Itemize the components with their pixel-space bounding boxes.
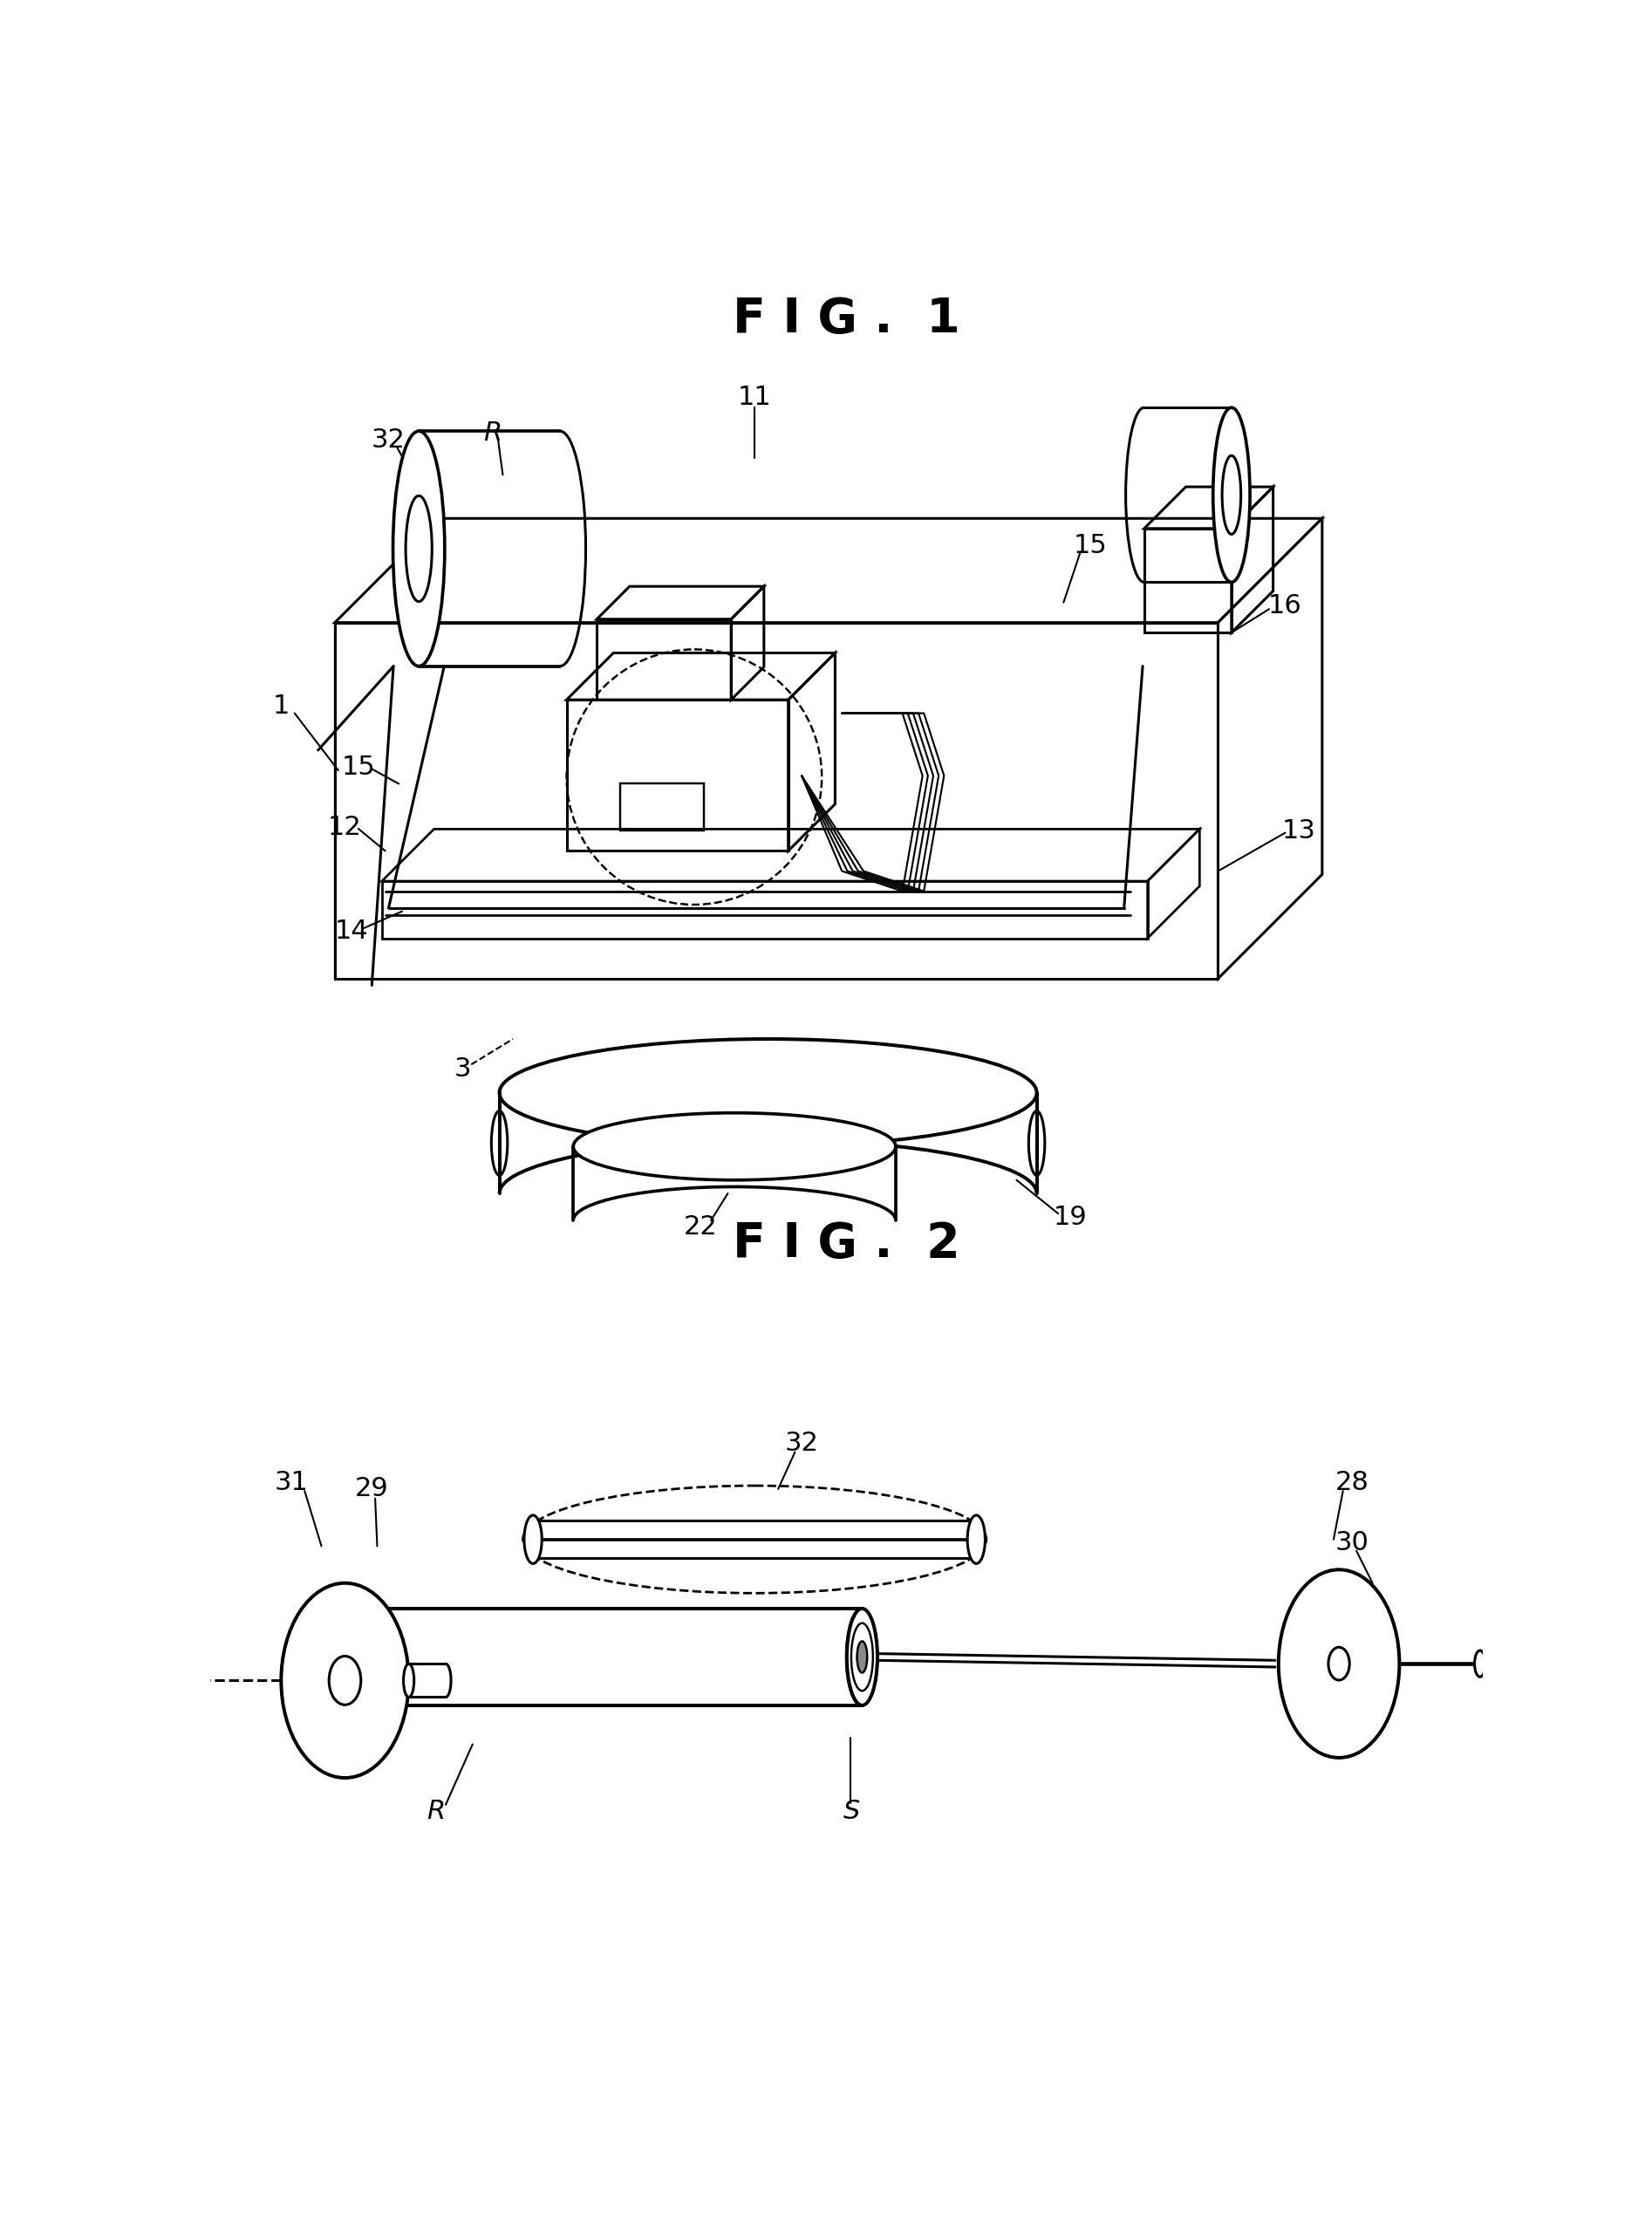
Text: 31: 31 <box>274 1470 309 1495</box>
Ellipse shape <box>847 1608 877 1706</box>
Text: 19: 19 <box>1054 1204 1087 1230</box>
Polygon shape <box>335 517 1322 622</box>
Text: 1: 1 <box>273 693 289 720</box>
Text: 15: 15 <box>342 755 375 780</box>
Ellipse shape <box>281 1584 408 1777</box>
Text: F I G .  1: F I G . 1 <box>733 295 960 342</box>
Ellipse shape <box>337 1608 367 1706</box>
Text: 32: 32 <box>372 426 405 453</box>
Text: 22: 22 <box>684 1215 719 1239</box>
Ellipse shape <box>524 1515 542 1564</box>
Text: 30: 30 <box>1335 1530 1370 1555</box>
Text: 3: 3 <box>454 1057 471 1082</box>
Text: 28: 28 <box>1335 1470 1370 1495</box>
Text: 13: 13 <box>1282 817 1315 844</box>
Text: 14: 14 <box>335 919 368 944</box>
Ellipse shape <box>573 1113 895 1179</box>
Text: 12: 12 <box>329 815 362 840</box>
Text: 32: 32 <box>785 1430 819 1457</box>
Text: R: R <box>484 420 502 446</box>
Text: 11: 11 <box>738 384 771 411</box>
Ellipse shape <box>968 1515 985 1564</box>
Ellipse shape <box>1279 1570 1399 1757</box>
Ellipse shape <box>393 431 444 666</box>
Text: S: S <box>844 1799 861 1823</box>
Ellipse shape <box>1328 1648 1350 1679</box>
Polygon shape <box>335 575 382 979</box>
Polygon shape <box>1218 517 1322 979</box>
Text: 15: 15 <box>1074 533 1107 557</box>
Text: F I G .  2: F I G . 2 <box>733 1219 960 1268</box>
Text: R: R <box>426 1799 444 1823</box>
Ellipse shape <box>1213 409 1251 582</box>
Ellipse shape <box>1475 1650 1485 1677</box>
Text: 29: 29 <box>355 1477 388 1501</box>
Ellipse shape <box>403 1664 415 1697</box>
Ellipse shape <box>857 1641 867 1672</box>
Text: 16: 16 <box>1269 593 1302 617</box>
Ellipse shape <box>499 1039 1037 1146</box>
Polygon shape <box>335 622 1218 979</box>
